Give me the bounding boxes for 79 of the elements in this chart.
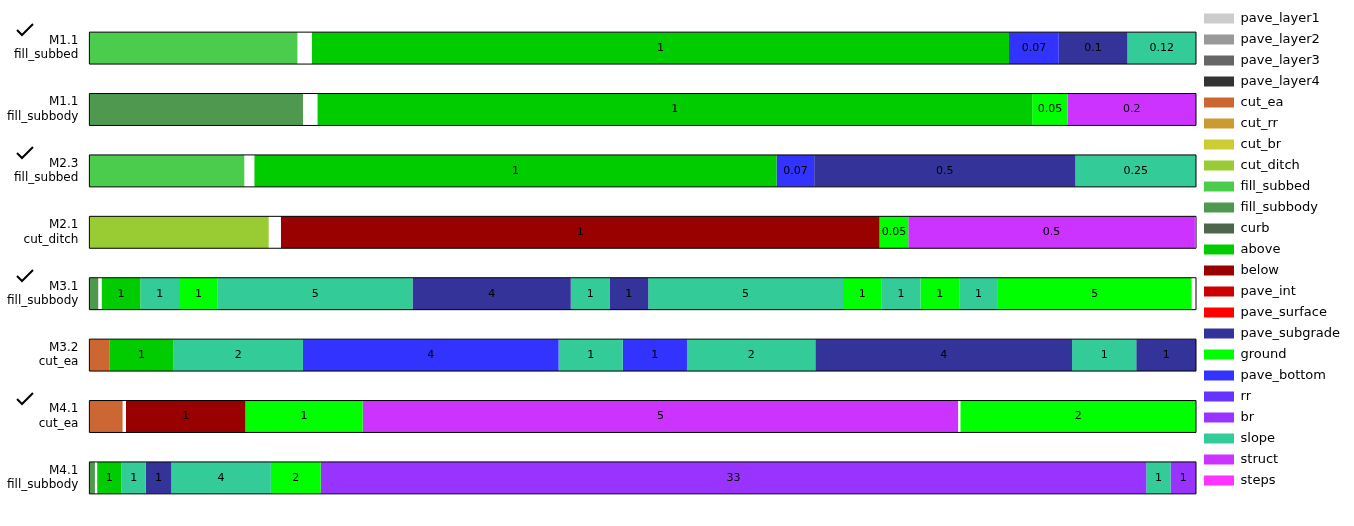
annotation: 0.05 (1037, 102, 1063, 116)
y-tick-label: M1.1 fill_subbody (6, 94, 79, 123)
annotation: 1 (1154, 470, 1162, 484)
annotation: 1 (130, 470, 138, 484)
annotation: 1 (155, 470, 163, 484)
annotation: 1 (651, 347, 659, 361)
legend-label: pave_int (1240, 282, 1296, 298)
annotation: 1 (576, 225, 584, 239)
annotation: 1 (182, 409, 190, 423)
annotation: 1 (975, 286, 983, 300)
legend-label: slope (1240, 429, 1276, 445)
legend-label: ground (1240, 345, 1287, 361)
legend-label: fill_subbed (1240, 177, 1311, 193)
annotation: 0.07 (783, 163, 808, 177)
annotation: 1 (625, 286, 633, 300)
legend-label: rr (1240, 387, 1252, 403)
annotation: 4 (217, 470, 225, 484)
annotation: 1 (897, 286, 905, 300)
annotation: 2 (234, 347, 242, 361)
legend-label: pave_layer1 (1240, 9, 1320, 25)
legend-label: struct (1240, 450, 1279, 466)
legend-label: cut_br (1240, 135, 1282, 151)
annotation: 0.07 (1021, 40, 1047, 54)
y-tick-label: M3.2 cut_ea (38, 340, 79, 369)
annotation: 1 (671, 102, 679, 116)
annotation: 1 (656, 40, 664, 54)
annotation: 1 (1162, 347, 1170, 361)
annotation: 4 (940, 347, 948, 361)
legend-label: steps (1240, 471, 1276, 487)
annotation: 0.2 (1123, 102, 1141, 116)
y-tick-label: M4.1 cut_ea (38, 401, 79, 430)
annotation: 1 (194, 286, 202, 300)
annotation: 1 (156, 286, 164, 300)
annotation: 1 (936, 286, 944, 300)
legend-label: pave_layer2 (1240, 30, 1320, 46)
annotation: 0.25 (1123, 163, 1148, 177)
y-tick-label: M2.3 fill_subbed (14, 155, 79, 185)
annotation: 1 (587, 347, 595, 361)
legend-label: fill_subbody (1240, 198, 1319, 214)
annotation: 1 (511, 163, 519, 177)
annotation: 1 (300, 409, 308, 423)
annotation: 5 (311, 286, 319, 300)
annotation: 5 (1091, 286, 1099, 300)
annotation: 1 (117, 286, 125, 300)
annotation: 0.1 (1084, 40, 1102, 54)
annotation: 1 (105, 470, 113, 484)
legend-label: pave_bottom (1240, 366, 1326, 382)
annotation: 1 (137, 347, 145, 361)
y-tick-label: M1.1 fill_subbed (14, 33, 79, 62)
legend-label: below (1240, 261, 1280, 277)
annotation: 33 (726, 470, 741, 484)
legend-label: cut_rr (1240, 114, 1279, 130)
legend-label: pave_layer4 (1240, 72, 1320, 88)
annotation: 5 (656, 409, 664, 423)
annotation: 1 (858, 286, 866, 300)
legend-label: pave_surface (1240, 303, 1327, 319)
annotation: 0.5 (936, 163, 954, 177)
legend-label: above (1240, 240, 1281, 256)
annotation: 0.5 (1042, 225, 1061, 239)
legend-label: pave_layer3 (1240, 51, 1320, 67)
legend-label: cut_ea (1240, 93, 1284, 109)
annotation: 2 (1074, 409, 1082, 423)
annotation: 1 (1100, 347, 1108, 361)
legend-label: pave_subgrade (1240, 324, 1341, 340)
annotation: 0.05 (881, 225, 907, 239)
y-tick-label: M4.1 fill_subbody (6, 462, 79, 492)
annotation: 2 (292, 470, 300, 484)
legend-label: br (1240, 408, 1255, 424)
annotation: 4 (427, 347, 435, 361)
legend-label: cut_ditch (1240, 156, 1300, 172)
annotation: 0.12 (1149, 40, 1174, 54)
annotation: 1 (1179, 470, 1187, 484)
y-tick-label: M2.1 cut_ditch (23, 217, 79, 246)
annotation: 5 (742, 286, 750, 300)
annotation: 1 (586, 286, 594, 300)
legend-label: curb (1240, 219, 1270, 235)
y-tick-label: M3.1 fill_subbody (6, 278, 79, 308)
annotation: 2 (747, 347, 755, 361)
annotation: 4 (488, 286, 496, 300)
